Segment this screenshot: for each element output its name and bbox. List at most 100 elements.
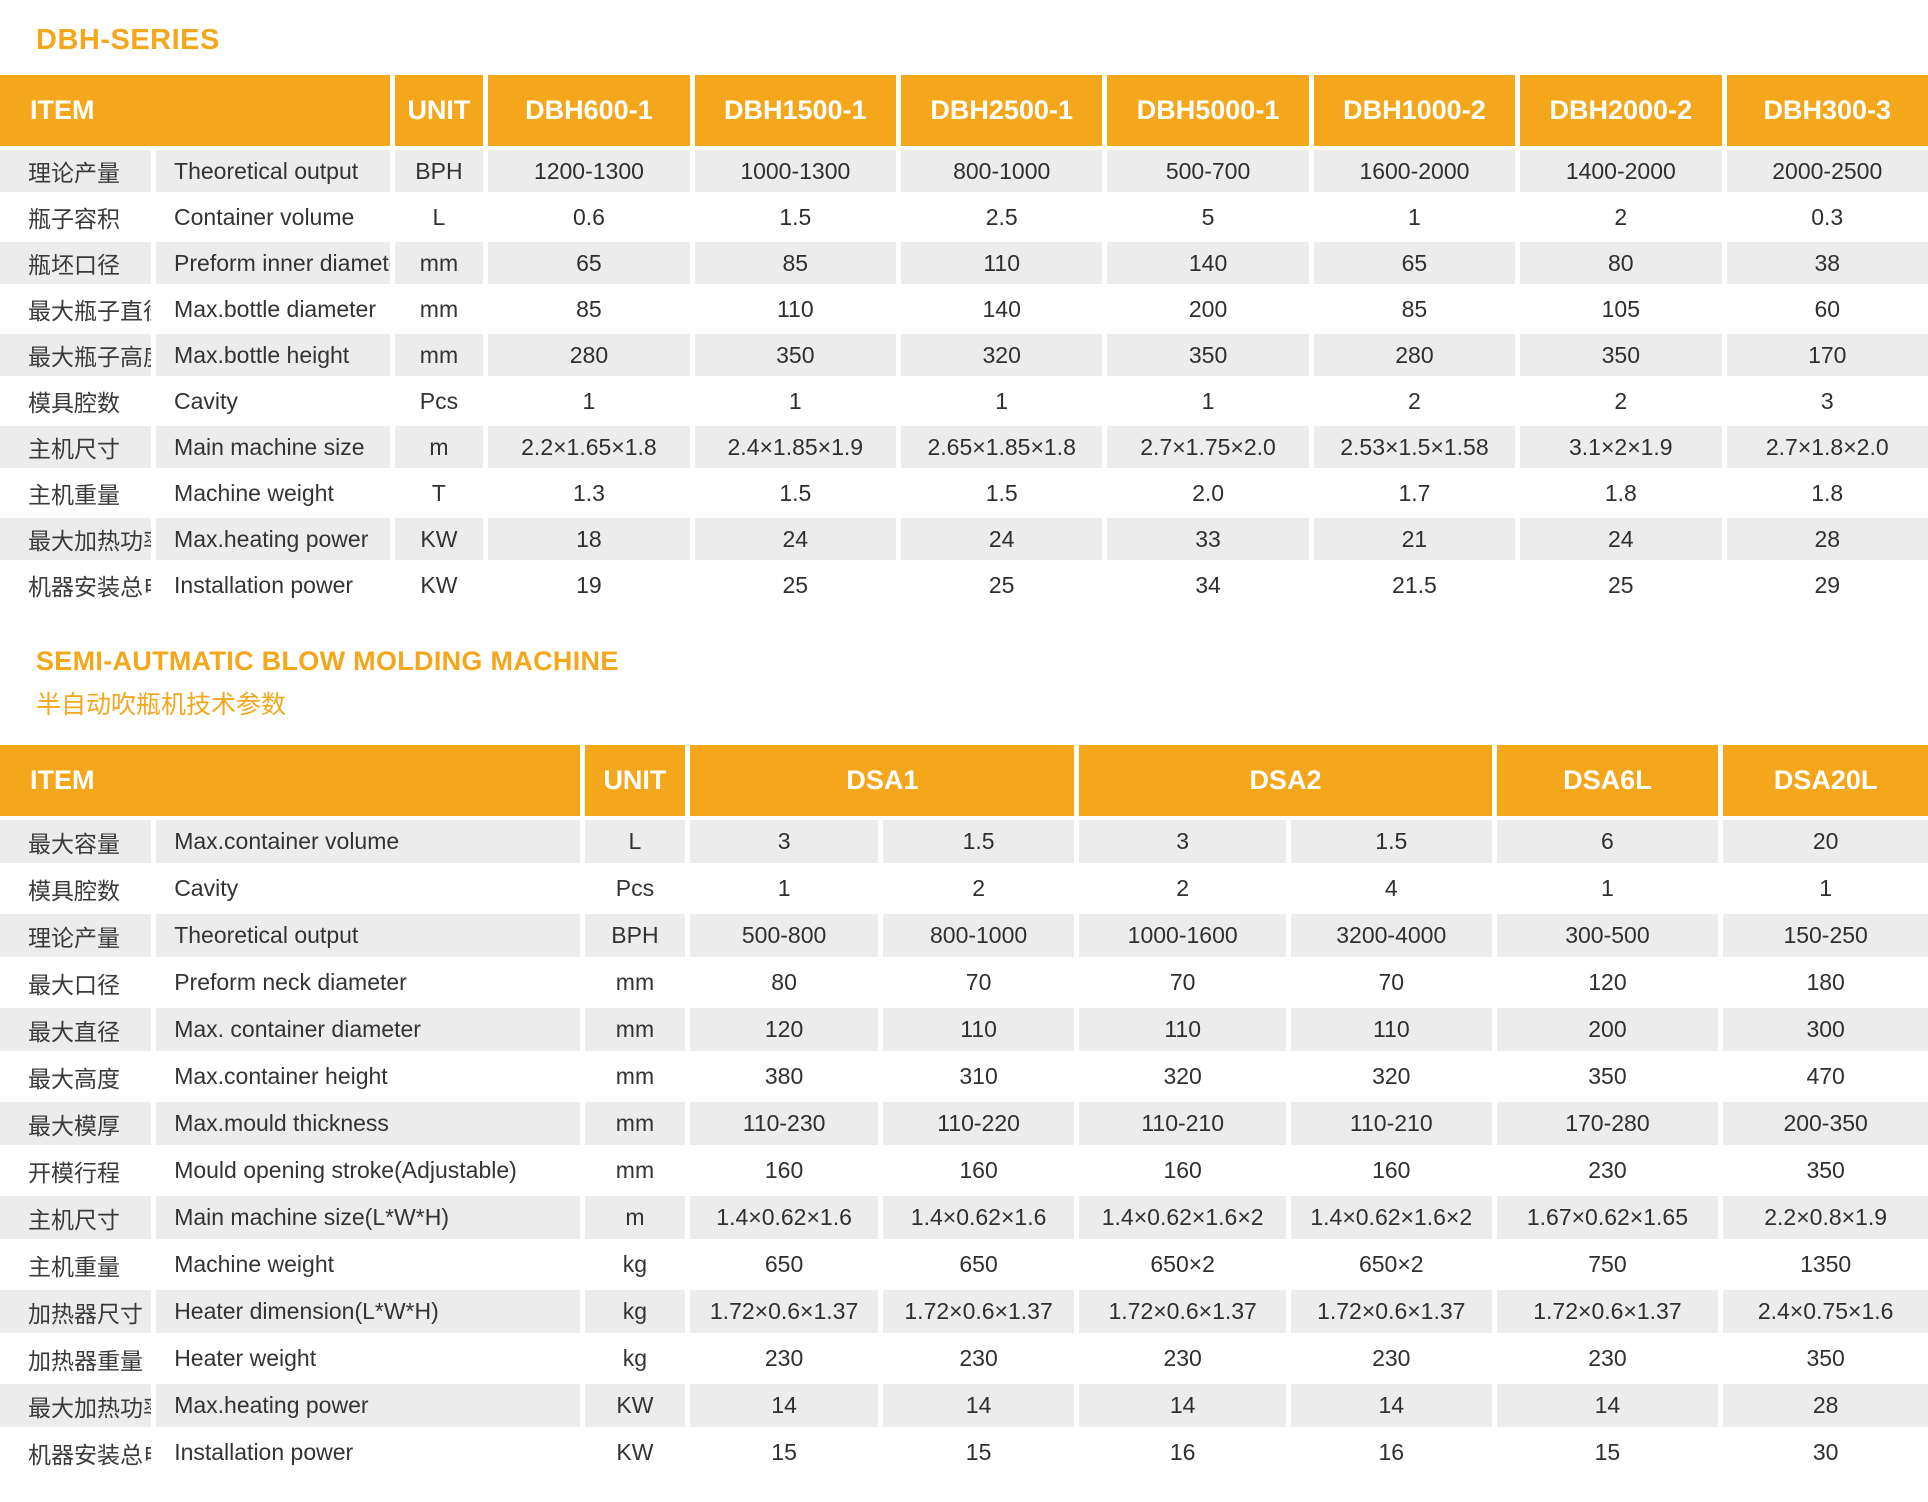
- table-row: 机器安装总电力Installation powerKW1925253421.52…: [0, 564, 1928, 606]
- row-label-en: Max.bottle diameter: [156, 288, 390, 330]
- value-cell: 160: [1079, 1149, 1286, 1192]
- value-cell: 280: [1313, 334, 1516, 376]
- value-cell: 14: [690, 1384, 878, 1427]
- value-cell: 160: [882, 1149, 1075, 1192]
- value-cell: 380: [690, 1055, 878, 1098]
- row-label-en: Theoretical output: [156, 150, 390, 192]
- value-cell: 230: [1290, 1337, 1492, 1380]
- semi-automatic-header: ITEM UNIT DSA1 DSA2 DSA6L DSA20L: [0, 745, 1928, 816]
- value-cell: 1.72×0.6×1.37: [1290, 1290, 1492, 1333]
- value-cell: 1.72×0.6×1.37: [690, 1290, 878, 1333]
- value-cell: 1.5: [694, 472, 896, 514]
- value-cell: 19: [488, 564, 690, 606]
- value-cell: 650×2: [1290, 1243, 1492, 1286]
- row-unit: mm: [394, 242, 484, 284]
- row-label-cn: 理论产量: [0, 150, 152, 192]
- value-cell: 230: [1496, 1149, 1719, 1192]
- value-cell: 800-1000: [882, 914, 1075, 957]
- row-label-en: Cavity: [156, 867, 580, 910]
- value-cell: 110-220: [882, 1102, 1075, 1145]
- value-cell: 2.4×1.85×1.9: [694, 426, 896, 468]
- row-label-cn: 最大容量: [0, 820, 152, 863]
- value-cell: 1200-1300: [488, 150, 690, 192]
- row-unit: BPH: [394, 150, 484, 192]
- value-cell: 1350: [1723, 1243, 1928, 1286]
- row-label-en: Max.heating power: [156, 518, 390, 560]
- row-label-en: Cavity: [156, 380, 390, 422]
- row-label-cn: 加热器重量: [0, 1337, 152, 1380]
- row-unit: KW: [394, 518, 484, 560]
- value-cell: 20: [1723, 820, 1928, 863]
- table-row: 最大模厚 Max.mould thickness mm 110-230 110-220 1…: [0, 1102, 1928, 1145]
- value-cell: 800-1000: [901, 150, 1103, 192]
- value-cell: 6: [1496, 820, 1719, 863]
- value-cell: 2.65×1.85×1.8: [901, 426, 1103, 468]
- value-cell: 350: [1723, 1149, 1928, 1192]
- row-unit: mm: [584, 1055, 686, 1098]
- value-cell: 230: [690, 1337, 878, 1380]
- item-header: ITEM: [0, 745, 580, 816]
- value-cell: 110: [694, 288, 896, 330]
- value-cell: 300: [1723, 1008, 1928, 1051]
- item-header: ITEM: [0, 75, 390, 146]
- value-cell: 15: [690, 1431, 878, 1474]
- value-cell: 110: [1290, 1008, 1492, 1051]
- row-label-cn: 瓶坯口径: [0, 242, 152, 284]
- value-cell: 16: [1290, 1431, 1492, 1474]
- row-label-en: Machine weight: [156, 1243, 580, 1286]
- value-cell: 34: [1107, 564, 1309, 606]
- row-unit: kg: [584, 1243, 686, 1286]
- row-label-en: Main machine size(L*W*H): [156, 1196, 580, 1239]
- table-row: 模具腔数 Cavity Pcs 1 2 2 4 1 1: [0, 867, 1928, 910]
- value-cell: 2: [1520, 196, 1722, 238]
- value-cell: 1.5: [694, 196, 896, 238]
- row-unit: Pcs: [394, 380, 484, 422]
- semi-automatic-body: 最大容量 Max.container volume L 3 1.5 3 1.5 6 20 模具腔数…: [0, 820, 1928, 1474]
- value-cell: 170-280: [1496, 1102, 1719, 1145]
- row-label-cn: 开模行程: [0, 1149, 152, 1192]
- value-cell: 230: [1079, 1337, 1286, 1380]
- row-unit: mm: [584, 1102, 686, 1145]
- value-cell: 3: [1726, 380, 1928, 422]
- row-label-en: Installation power: [156, 1431, 580, 1474]
- value-cell: 28: [1726, 518, 1928, 560]
- value-cell: 4: [1290, 867, 1492, 910]
- value-cell: 2: [1313, 380, 1516, 422]
- table-row: 最大高度 Max.container height mm 380 310 320 320 35…: [0, 1055, 1928, 1098]
- row-label-cn: 主机重量: [0, 1243, 152, 1286]
- value-cell: 60: [1726, 288, 1928, 330]
- row-unit: mm: [584, 1149, 686, 1192]
- value-cell: 470: [1723, 1055, 1928, 1098]
- row-label-en: Max.mould thickness: [156, 1102, 580, 1145]
- table-row: 瓶坯口径 Preform inner diameter mm 65 85 110 140 65…: [0, 242, 1928, 284]
- table-row: 加热器重量 Heater weight kg 230 230 230 230 230 350: [0, 1337, 1928, 1380]
- value-cell: 80: [690, 961, 878, 1004]
- row-unit: mm: [394, 334, 484, 376]
- value-cell: 15: [882, 1431, 1075, 1474]
- value-cell: 85: [1313, 288, 1516, 330]
- value-cell: 25: [694, 564, 896, 606]
- value-cell: 25: [1520, 564, 1722, 606]
- value-cell: 300-500: [1496, 914, 1719, 957]
- semi-automatic-subtitle-cn: 半自动吹瓶机技术参数: [36, 691, 287, 719]
- value-cell: 3.1×2×1.9: [1520, 426, 1722, 468]
- value-cell: 29: [1726, 564, 1928, 606]
- table-row: 最大直径 Max. container diameter mm 120 110 110 11…: [0, 1008, 1928, 1051]
- unit-header: UNIT: [394, 75, 484, 146]
- value-cell: 1: [1313, 196, 1516, 238]
- header-row: ITEM UNIT DSA1 DSA2 DSA6L DSA20L: [0, 745, 1928, 816]
- row-label-en: Preform neck diameter: [156, 961, 580, 1004]
- semi-automatic-title: SEMI-AUTMATIC BLOW MOLDING MACHINE: [36, 646, 619, 676]
- model-header: DBH1000-2: [1313, 75, 1516, 146]
- row-label-cn: 主机尺寸: [0, 426, 152, 468]
- value-cell: 2.7×1.8×2.0: [1726, 426, 1928, 468]
- value-cell: 1.4×0.62×1.6: [690, 1196, 878, 1239]
- value-cell: 320: [1079, 1055, 1286, 1098]
- value-cell: 3200-4000: [1290, 914, 1492, 957]
- value-cell: 1600-2000: [1313, 150, 1516, 192]
- dbh-series-title: DBH-SERIES: [36, 24, 220, 56]
- value-cell: 350: [1107, 334, 1309, 376]
- row-label-en: Theoretical output: [156, 914, 580, 957]
- table-row: 最大瓶子高度Max.bottle heightmm280350320350280…: [0, 334, 1928, 376]
- value-cell: 350: [1496, 1055, 1719, 1098]
